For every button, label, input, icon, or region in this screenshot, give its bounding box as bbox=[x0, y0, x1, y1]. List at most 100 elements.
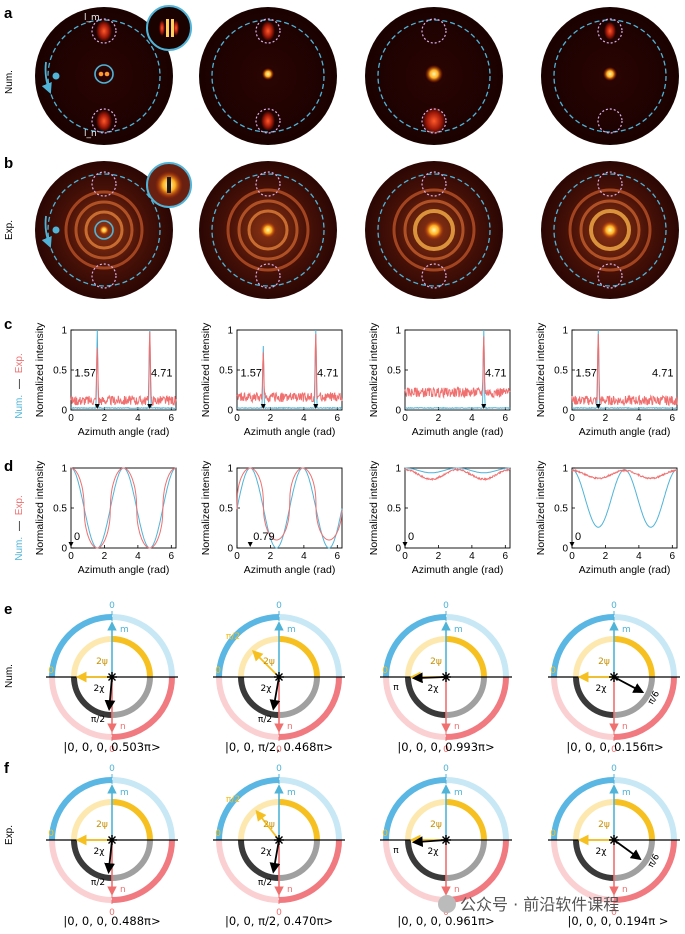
label-2chi: 2χ bbox=[428, 684, 439, 694]
marker-lm: l_m bbox=[84, 13, 100, 23]
chart-d-1: 0 2 4 6 0 0.5 1 Azimuth angle (rad) Normalized i… bbox=[34, 460, 177, 576]
center-star bbox=[274, 835, 284, 845]
series-line-num bbox=[236, 329, 343, 410]
arrow-chi bbox=[269, 839, 281, 874]
series-line-num bbox=[70, 467, 177, 549]
inner-ring-arc-q2 bbox=[573, 799, 615, 841]
series-line-num bbox=[70, 329, 177, 410]
chart-d-4: 0 2 4 6 0 0.5 1 Azimuth angle (rad) Normalized i… bbox=[535, 460, 678, 576]
ket-f-1: |0, 0, 0, 0.488π> bbox=[63, 914, 160, 928]
legend-num-c: Num. bbox=[14, 395, 25, 419]
y-axis-label: Normalized intensity bbox=[34, 322, 46, 417]
y-tick-label: 0.5 bbox=[387, 366, 401, 377]
ket-f-3: |0, 0, 0, 0.961π> bbox=[397, 914, 494, 928]
inner-ring-arc-q3 bbox=[573, 839, 615, 881]
y-axis-label: Normalized intensity bbox=[200, 322, 212, 417]
y-tick-label: 0 bbox=[61, 406, 67, 417]
arrow-chi bbox=[269, 676, 281, 711]
center-star bbox=[441, 835, 451, 845]
outer-ring-arc-q4 bbox=[278, 839, 342, 903]
label-top-0: 0 bbox=[276, 601, 282, 611]
outer-ring-arc-q3 bbox=[551, 676, 615, 740]
x-tick-label: 0 bbox=[234, 551, 240, 562]
label-m: m bbox=[622, 625, 631, 635]
y-tick-label: 1 bbox=[227, 326, 233, 337]
y-axis-label: Normalized intensity bbox=[34, 460, 46, 555]
y-tick-label: 0.5 bbox=[554, 366, 568, 377]
label-m: m bbox=[287, 788, 296, 798]
x-tick-label: 6 bbox=[503, 413, 509, 424]
peak-marker bbox=[481, 404, 487, 409]
label-2psi: 2ψ bbox=[263, 820, 275, 830]
y-axis-label: Normalized intensity bbox=[200, 460, 212, 555]
x-tick-label: 0 bbox=[402, 551, 408, 562]
axes-frame bbox=[404, 467, 511, 549]
label-m: m bbox=[287, 625, 296, 635]
label-pi: π bbox=[393, 683, 399, 693]
arrow-psi bbox=[255, 809, 280, 841]
outer-ring-arc-q3 bbox=[551, 839, 615, 903]
label-m: m bbox=[622, 788, 631, 798]
inner-ring-arc-q3 bbox=[238, 676, 280, 718]
label-n: n bbox=[287, 885, 293, 895]
arrow-chi bbox=[104, 676, 116, 712]
label-top-0: 0 bbox=[611, 601, 617, 611]
x-tick-label: 2 bbox=[436, 413, 442, 424]
label-2chi: 2χ bbox=[94, 847, 105, 857]
y-tick-label: 0 bbox=[227, 544, 233, 555]
peak-annotation: 1.57 bbox=[241, 367, 262, 379]
label-top-0: 0 bbox=[443, 764, 449, 774]
arrow-chi bbox=[411, 672, 447, 684]
x-axis-label: Azimuth angle (rad) bbox=[412, 564, 504, 576]
x-tick-label: 6 bbox=[335, 413, 341, 424]
marker-ln: l_n bbox=[84, 129, 97, 139]
ket-e-4: |0, 0, 0, 0.156π> bbox=[566, 740, 663, 754]
peak-marker bbox=[260, 404, 266, 409]
outer-ring-arc-q3 bbox=[216, 839, 280, 903]
series-line-exp bbox=[571, 333, 678, 407]
outer-ring-arc-q4 bbox=[111, 676, 175, 740]
x-axis-label: Azimuth angle (rad) bbox=[579, 426, 671, 438]
inner-ring-arc-q1 bbox=[111, 636, 153, 678]
row-a-images: l_m l_n bbox=[35, 5, 679, 145]
outer-ring-arc-q1 bbox=[278, 777, 342, 841]
chart-c-1: 0 2 4 6 0 0.5 1 Azimuth angle (rad) Normalized i… bbox=[34, 322, 177, 438]
x-tick-label: 6 bbox=[169, 551, 175, 562]
series-line-exp bbox=[70, 331, 177, 407]
wheel-f-1: 0 0 m n 0 2ψ 2χ π/2 bbox=[46, 764, 178, 918]
outer-ring-arc-q3 bbox=[383, 676, 447, 740]
peak-annotation: 1.57 bbox=[75, 367, 96, 379]
inner-ring-arc-q1 bbox=[613, 636, 655, 678]
label-pi2: π/2 bbox=[91, 715, 105, 725]
peak-annotation: 4.71 bbox=[317, 367, 338, 379]
watermark-text: 公众号 · 前沿软件课程 bbox=[460, 895, 619, 914]
outer-ring-arc-q1 bbox=[613, 777, 677, 841]
outer-ring-arc-q1 bbox=[613, 614, 677, 678]
x-tick-label: 4 bbox=[469, 413, 475, 424]
label-2chi: 2χ bbox=[261, 684, 272, 694]
row-b-images bbox=[35, 161, 679, 299]
wheel-f-3: 0 0 m n 0 2ψ 2χ π bbox=[380, 764, 512, 918]
chart-c-3: 0 2 4 6 0 0.5 1 Azimuth angle (rad) Normalized i… bbox=[368, 322, 511, 438]
label-n: n bbox=[622, 885, 628, 895]
label-2chi: 2χ bbox=[261, 847, 272, 857]
label-2chi: 2χ bbox=[428, 847, 439, 857]
outer-ring-arc-q1 bbox=[445, 777, 509, 841]
x-tick-label: 2 bbox=[268, 413, 274, 424]
x-tick-label: 6 bbox=[670, 413, 676, 424]
label-psi-pi2: π/2 bbox=[226, 795, 240, 805]
outer-ring-arc-q2 bbox=[216, 777, 280, 841]
x-tick-label: 0 bbox=[402, 413, 408, 424]
chart-c-4: 0 2 4 6 0 0.5 1 Azimuth angle (rad) Normalized i… bbox=[535, 322, 678, 438]
legend-exp-d: Exp. bbox=[14, 495, 25, 515]
outer-ring-arc-q4 bbox=[613, 839, 677, 903]
phase-marker bbox=[569, 542, 575, 547]
label-m: m bbox=[454, 625, 463, 635]
ket-e-1: |0, 0, 0, 0.503π> bbox=[63, 740, 160, 754]
label-pi2: π/2 bbox=[258, 878, 272, 888]
phase-annotation: 0.79 bbox=[253, 531, 274, 543]
label-n: n bbox=[287, 722, 293, 732]
x-tick-label: 6 bbox=[503, 551, 509, 562]
ket-e-3: |0, 0, 0, 0.993π> bbox=[397, 740, 494, 754]
